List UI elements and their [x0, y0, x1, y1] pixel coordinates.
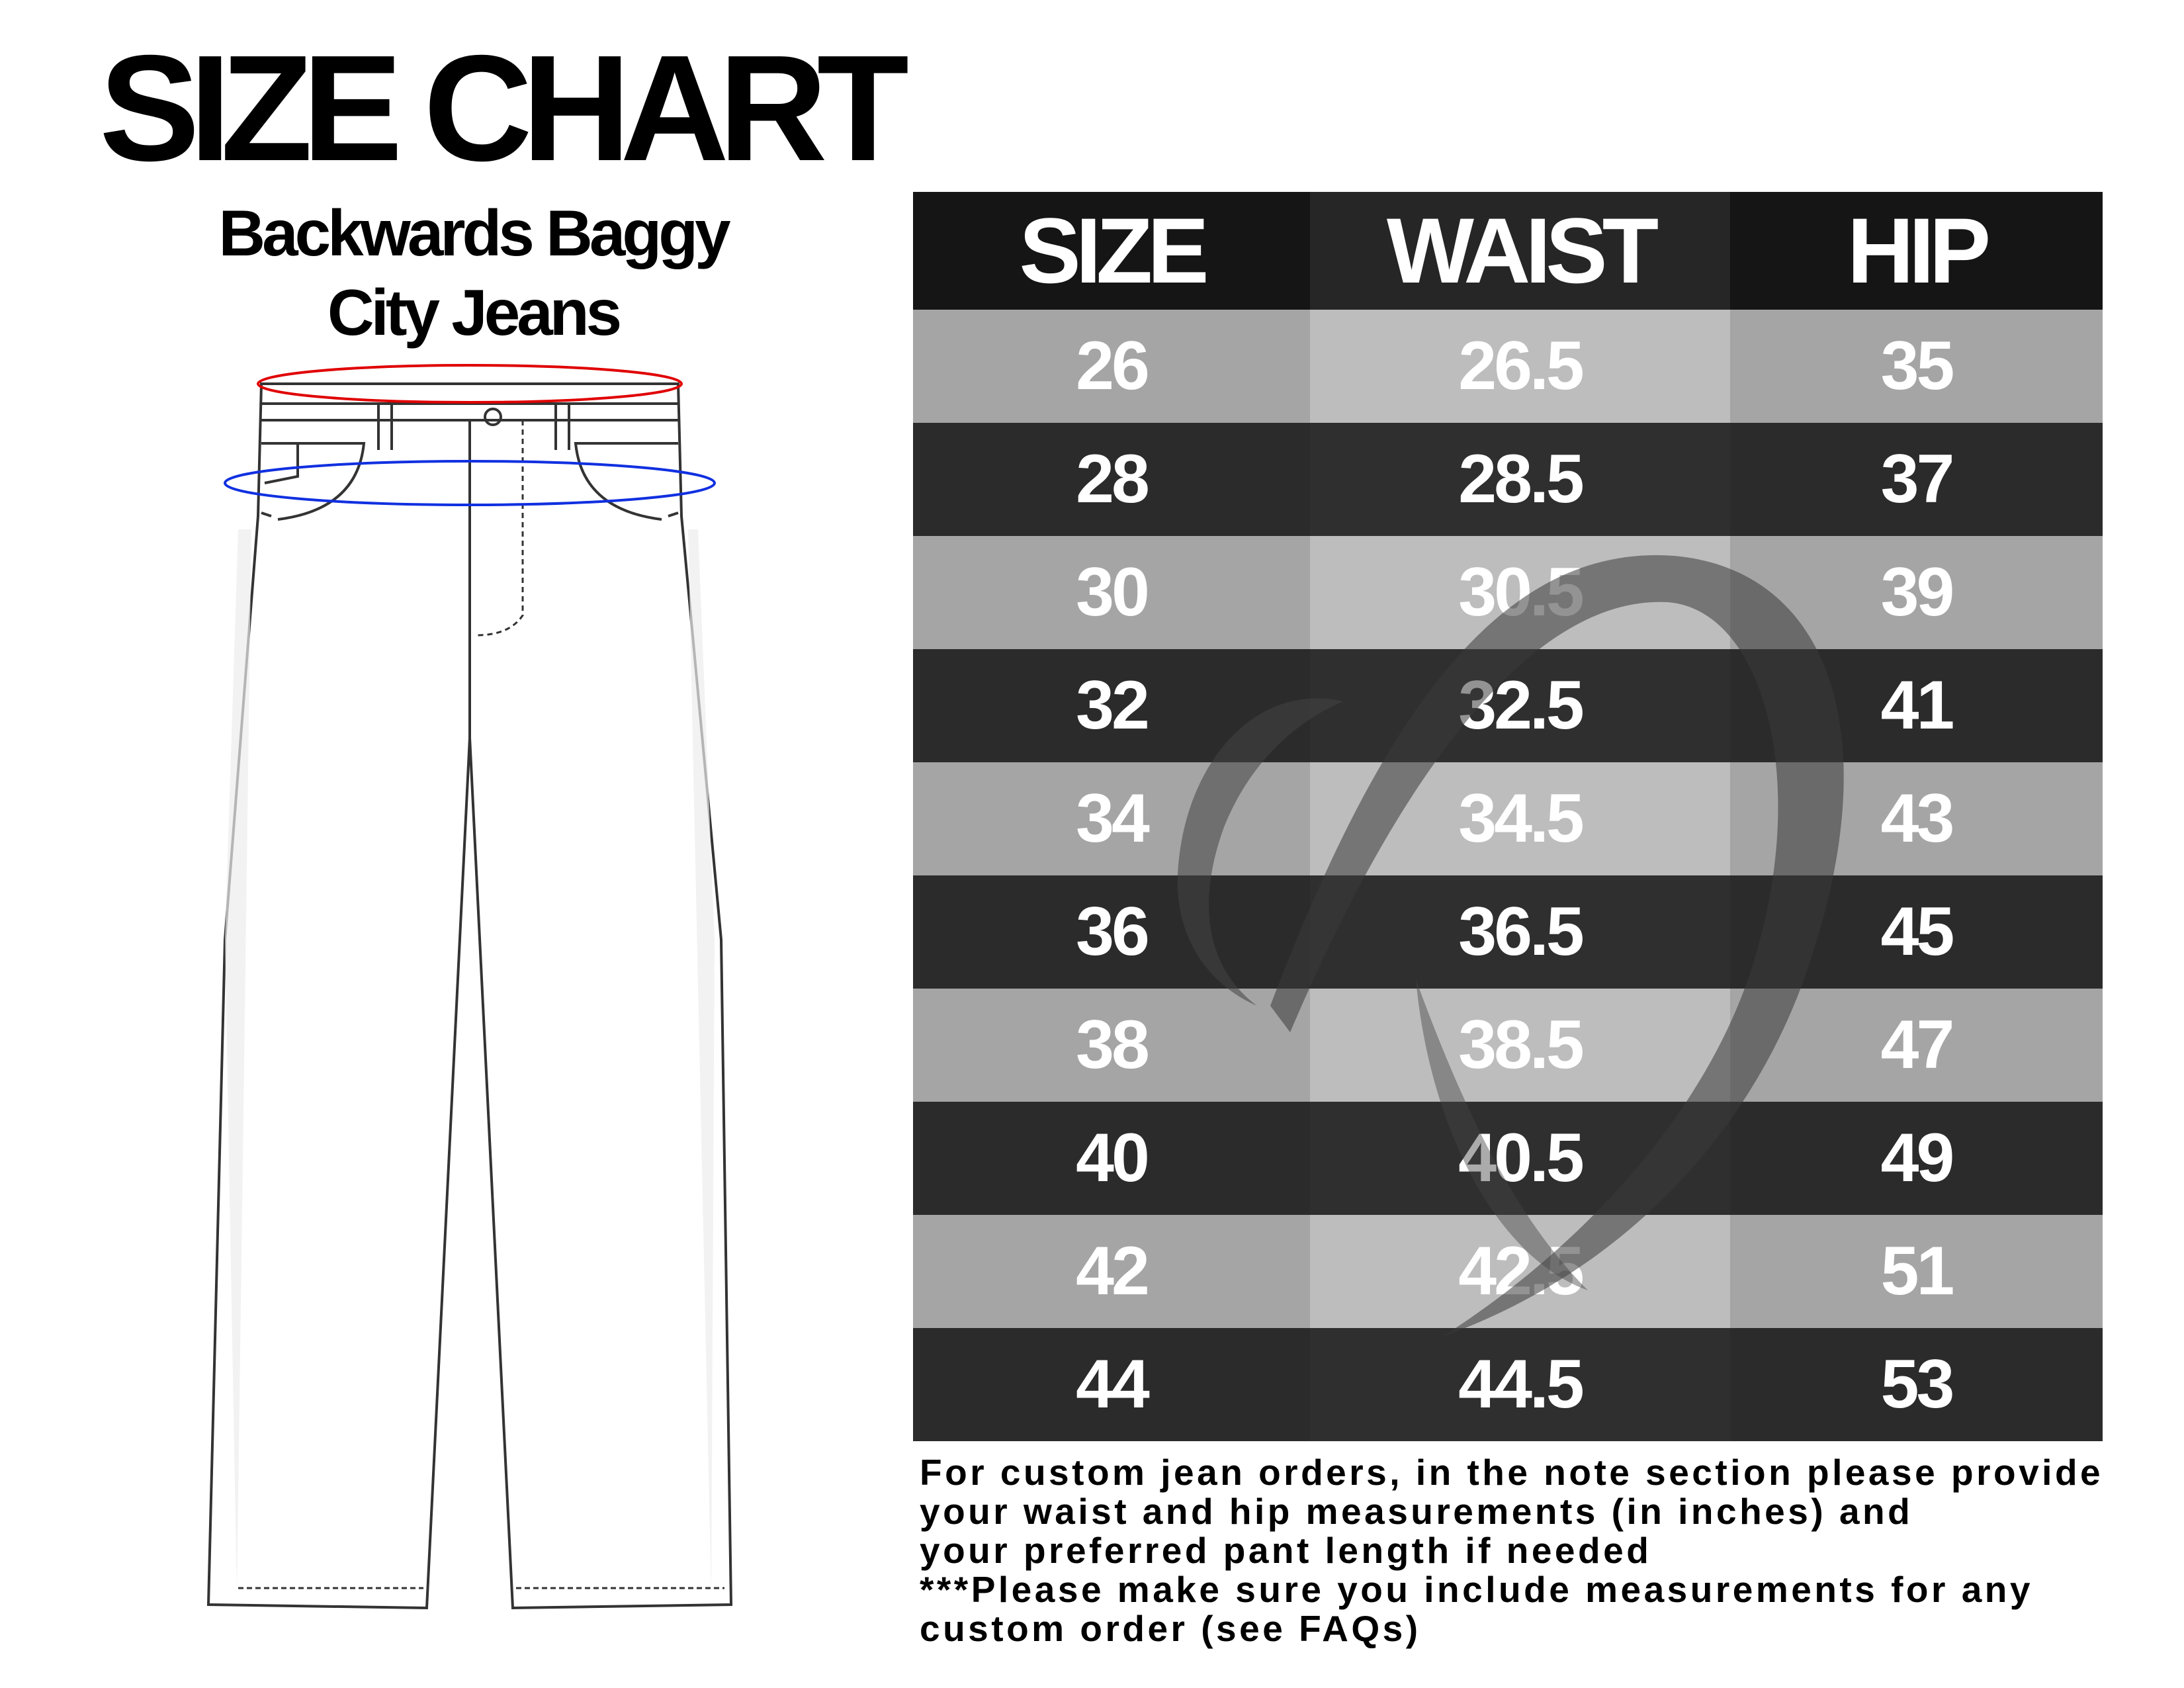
cell-size: 40	[913, 1102, 1310, 1215]
table-header-row: SIZE WAIST HIP	[913, 192, 2103, 310]
cell-size: 32	[913, 649, 1310, 762]
table-row: 44 44.5 53	[913, 1328, 2103, 1441]
cell-size: 34	[913, 762, 1310, 875]
table-row: 32 32.5 41	[913, 649, 2103, 762]
cell-size: 28	[913, 423, 1310, 536]
cell-waist: 42.5	[1310, 1215, 1730, 1328]
product-name-line: Backwards Baggy	[218, 197, 730, 269]
table-row: 38 38.5 47	[913, 989, 2103, 1102]
page-title: SIZE CHART	[99, 24, 909, 193]
cell-waist: 32.5	[1310, 649, 1730, 762]
cell-waist: 34.5	[1310, 762, 1730, 875]
waist-measure-line	[257, 364, 683, 404]
cell-hip: 43	[1730, 762, 2103, 875]
table-row: 30 30.5 39	[913, 536, 2103, 649]
note-line: custom order (see FAQs)	[920, 1608, 1421, 1649]
product-name-line: City Jeans	[327, 276, 622, 349]
hip-measure-line	[224, 460, 716, 506]
note-line: ***Please make sure you include measurem…	[920, 1569, 2033, 1610]
cell-size: 26	[913, 310, 1310, 423]
cell-waist: 44.5	[1310, 1328, 1730, 1441]
cell-waist: 38.5	[1310, 989, 1730, 1102]
jeans-illustration	[206, 364, 733, 1610]
header-size: SIZE	[913, 192, 1310, 310]
table-row: 34 34.5 43	[913, 762, 2103, 875]
header-waist: WAIST	[1310, 192, 1730, 310]
cell-size: 44	[913, 1328, 1310, 1441]
product-name: Backwards Baggy City Jeans	[198, 193, 748, 352]
cell-size: 38	[913, 989, 1310, 1102]
cell-waist: 28.5	[1310, 423, 1730, 536]
note-line: your waist and hip measurements (in inch…	[920, 1491, 1913, 1532]
cell-hip: 53	[1730, 1328, 2103, 1441]
cell-size: 36	[913, 875, 1310, 989]
note-line: For custom jean orders, in the note sect…	[920, 1452, 2104, 1493]
cell-hip: 51	[1730, 1215, 2103, 1328]
cell-waist: 36.5	[1310, 875, 1730, 989]
cell-size: 42	[913, 1215, 1310, 1328]
cell-hip: 47	[1730, 989, 2103, 1102]
cell-hip: 39	[1730, 536, 2103, 649]
header-hip: HIP	[1730, 192, 2103, 310]
note-line: your preferred pant length if needed	[920, 1530, 1652, 1571]
table-row: 26 26.5 35	[913, 310, 2103, 423]
cell-waist: 30.5	[1310, 536, 1730, 649]
cell-hip: 49	[1730, 1102, 2103, 1215]
cell-size: 30	[913, 536, 1310, 649]
cell-waist: 40.5	[1310, 1102, 1730, 1215]
table-row: 42 42.5 51	[913, 1215, 2103, 1328]
cell-hip: 45	[1730, 875, 2103, 989]
cell-hip: 41	[1730, 649, 2103, 762]
cell-hip: 37	[1730, 423, 2103, 536]
custom-order-note: For custom jean orders, in the note sect…	[920, 1453, 2103, 1648]
cell-waist: 26.5	[1310, 310, 1730, 423]
cell-hip: 35	[1730, 310, 2103, 423]
size-table: SIZE WAIST HIP 26 26.5 35 28 28.5 37 30 30.5 39 3…	[913, 192, 2103, 1441]
table-row: 28 28.5 37	[913, 423, 2103, 536]
table-row: 40 40.5 49	[913, 1102, 2103, 1215]
table-row: 36 36.5 45	[913, 875, 2103, 989]
